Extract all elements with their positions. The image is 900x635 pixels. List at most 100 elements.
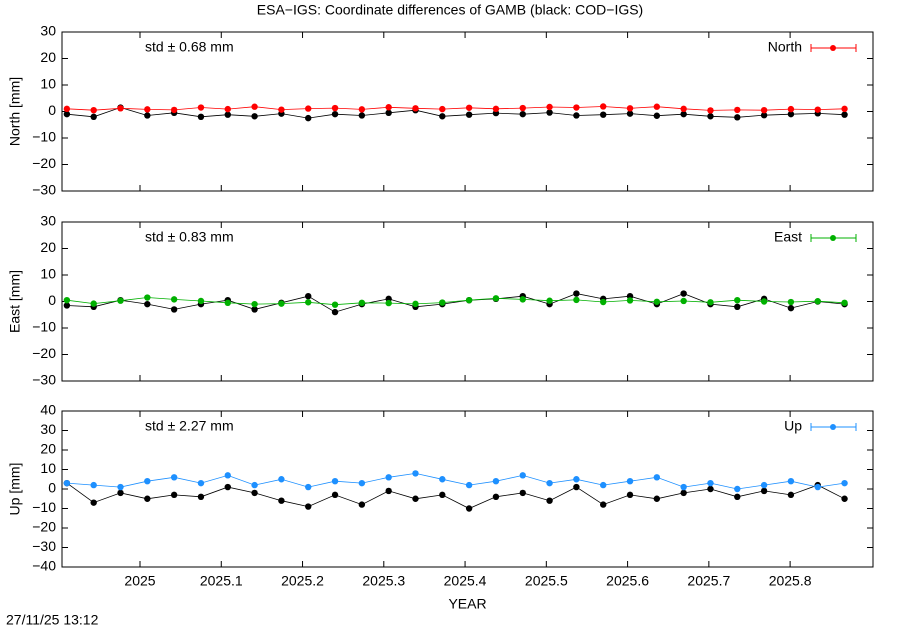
data-point: [385, 487, 392, 495]
data-point: [197, 493, 205, 500]
data-point: [841, 299, 848, 307]
data-point: [170, 474, 178, 481]
data-point: [760, 487, 768, 495]
y-tick-label: 20: [40, 239, 56, 255]
data-point: [144, 478, 151, 485]
x-tick-label: 2025.8: [769, 573, 812, 589]
data-point: [519, 104, 526, 112]
y-tick-label: 20: [40, 49, 56, 65]
data-point: [144, 112, 151, 119]
annotation: std ± 0.68 mm: [145, 39, 234, 55]
legend-marker: [830, 45, 836, 51]
data-point: [358, 479, 366, 487]
y-tick-label: 0: [48, 292, 56, 308]
x-tick-label: 2025.3: [362, 573, 405, 589]
data-point: [412, 105, 419, 112]
data-point: [680, 483, 687, 491]
data-point: [600, 298, 607, 306]
data-point: [707, 479, 714, 487]
y-tick-label: −10: [32, 499, 56, 515]
data-point: [573, 483, 580, 491]
data-point: [331, 104, 339, 112]
data-point: [707, 113, 714, 120]
data-point: [358, 106, 366, 113]
y-tick-label: −40: [32, 558, 56, 574]
data-point: [117, 297, 124, 304]
data-point: [814, 106, 821, 113]
data-point: [465, 481, 473, 489]
data-point: [546, 109, 553, 116]
data-point: [787, 304, 795, 312]
y-tick-label: −10: [32, 319, 56, 335]
x-axis-label: YEAR: [448, 596, 486, 612]
data-point: [573, 104, 580, 111]
x-tick-label: 2025.6: [606, 573, 649, 589]
data-point: [385, 109, 392, 117]
data-point: [734, 114, 741, 121]
data-point: [787, 491, 795, 499]
data-point: [224, 472, 231, 479]
series-line: [66, 293, 845, 313]
y-tick-label: 0: [48, 102, 56, 118]
data-point: [278, 476, 285, 483]
data-point: [331, 301, 339, 308]
timestamp: 27/11/25 13:12: [6, 612, 99, 628]
data-point: [170, 306, 178, 313]
data-point: [492, 105, 500, 113]
data-point: [546, 103, 553, 111]
data-point: [519, 296, 526, 303]
data-point: [170, 296, 178, 303]
data-point: [224, 111, 231, 118]
data-point: [600, 103, 607, 110]
x-tick-label: 2025.2: [281, 573, 324, 589]
data-point: [519, 110, 526, 118]
data-point: [305, 114, 312, 122]
data-point: [841, 479, 848, 487]
data-point: [465, 505, 473, 512]
data-point: [519, 489, 526, 497]
data-point: [117, 105, 124, 112]
data-point: [653, 103, 661, 110]
data-point: [90, 481, 97, 489]
legend-marker: [830, 424, 836, 430]
data-point: [519, 472, 526, 479]
y-tick-label: 0: [48, 480, 56, 496]
data-point: [573, 290, 580, 297]
data-point: [600, 111, 607, 118]
data-point: [170, 491, 178, 499]
legend-marker: [830, 235, 836, 241]
data-point: [305, 299, 312, 306]
data-point: [251, 489, 258, 497]
plot-frame: [61, 31, 874, 192]
data-point: [305, 503, 312, 510]
data-point: [90, 106, 97, 114]
data-point: [439, 476, 446, 483]
data-point: [546, 497, 553, 504]
data-point: [787, 110, 795, 118]
data-point: [251, 300, 258, 308]
series-line: [66, 107, 845, 119]
y-tick-label: 20: [40, 441, 56, 457]
data-point: [546, 479, 553, 487]
data-point: [305, 483, 312, 491]
data-point: [760, 298, 768, 305]
data-point: [278, 106, 285, 113]
data-point: [331, 308, 339, 316]
chart-title: ESA−IGS: Coordinate differences of GAMB …: [257, 2, 643, 18]
annotation: std ± 2.27 mm: [145, 418, 234, 434]
data-point: [439, 299, 446, 306]
series-line: [66, 297, 845, 306]
data-point: [224, 483, 231, 491]
data-point: [412, 300, 419, 308]
data-point: [841, 111, 848, 118]
data-point: [90, 113, 97, 121]
data-point: [492, 493, 500, 500]
data-point: [63, 479, 71, 487]
data-point: [197, 113, 205, 121]
x-tick-label: 2025.7: [687, 573, 730, 589]
series-line: [66, 482, 845, 509]
data-point: [734, 485, 741, 493]
data-point: [760, 106, 768, 114]
data-point: [787, 478, 795, 485]
